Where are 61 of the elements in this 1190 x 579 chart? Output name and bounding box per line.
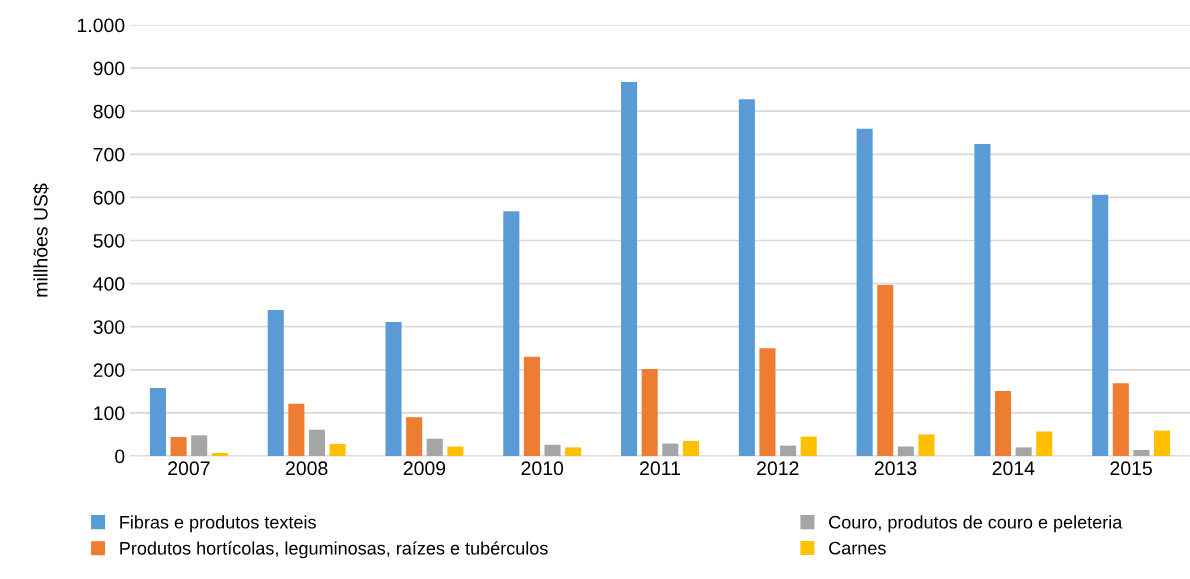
bar [1153, 430, 1171, 456]
legend-label: Carnes [829, 541, 886, 555]
x-tick-label: 2008 [286, 461, 328, 476]
x-tick-label: 2010 [521, 461, 564, 476]
bar [503, 211, 520, 456]
bar [170, 437, 187, 456]
bar [918, 434, 935, 456]
y-tick-label: 700 [93, 147, 125, 162]
bar [544, 444, 561, 456]
x-tick-label: 2009 [403, 461, 446, 476]
bar [149, 387, 167, 456]
bar [211, 452, 228, 456]
bar [994, 390, 1012, 456]
bar [759, 348, 776, 456]
legend-label: Fibras e produtos texteis [120, 515, 316, 533]
y-tick-label: 800 [93, 104, 125, 119]
bar [426, 438, 443, 456]
bar [877, 284, 894, 456]
y-tick-label: 600 [93, 190, 125, 205]
bar [780, 445, 797, 456]
bar [191, 435, 208, 456]
legend-label: Couro, produtos de couro e peleteria [829, 515, 1123, 533]
y-tick-label: 200 [93, 363, 125, 378]
bar [662, 443, 679, 456]
bar [800, 436, 817, 456]
y-tick-label: 900 [93, 61, 125, 76]
x-tick-label: 2014 [992, 461, 1035, 476]
y-axis-title: millhões US$ [33, 183, 49, 297]
bar [738, 99, 755, 456]
x-tick-label: 2011 [640, 461, 680, 476]
bar [565, 447, 582, 456]
x-tick-label: 2015 [1110, 461, 1152, 476]
bar [288, 403, 305, 456]
bar [974, 143, 991, 456]
bar [1092, 194, 1109, 456]
bar [385, 321, 402, 456]
bar [329, 443, 346, 456]
bar [1133, 449, 1150, 456]
bar [856, 128, 873, 456]
x-tick-label: 2007 [168, 461, 210, 476]
bar [308, 429, 326, 456]
y-tick-label: 100 [94, 406, 125, 421]
bar [1036, 431, 1053, 456]
bar [621, 81, 638, 456]
legend-label: Produtos hortícolas, leguminosas, raízes e tubérculos [120, 541, 548, 559]
y-tick-label: 500 [93, 233, 125, 248]
bar [1112, 383, 1129, 456]
bar [897, 446, 914, 456]
y-tick-label: 300 [93, 320, 125, 334]
x-tick-label: 2013 [874, 461, 917, 476]
bar [641, 368, 658, 456]
bar [406, 417, 423, 456]
y-tick-label: 1.000 [77, 18, 125, 33]
bar [267, 309, 284, 456]
y-tick-label: 400 [93, 277, 125, 291]
bar [682, 440, 699, 456]
x-tick-label: 2012 [757, 461, 799, 476]
bar [447, 446, 464, 456]
bar [523, 356, 540, 456]
y-tick-label: 0 [115, 449, 125, 464]
bar [1015, 447, 1032, 456]
